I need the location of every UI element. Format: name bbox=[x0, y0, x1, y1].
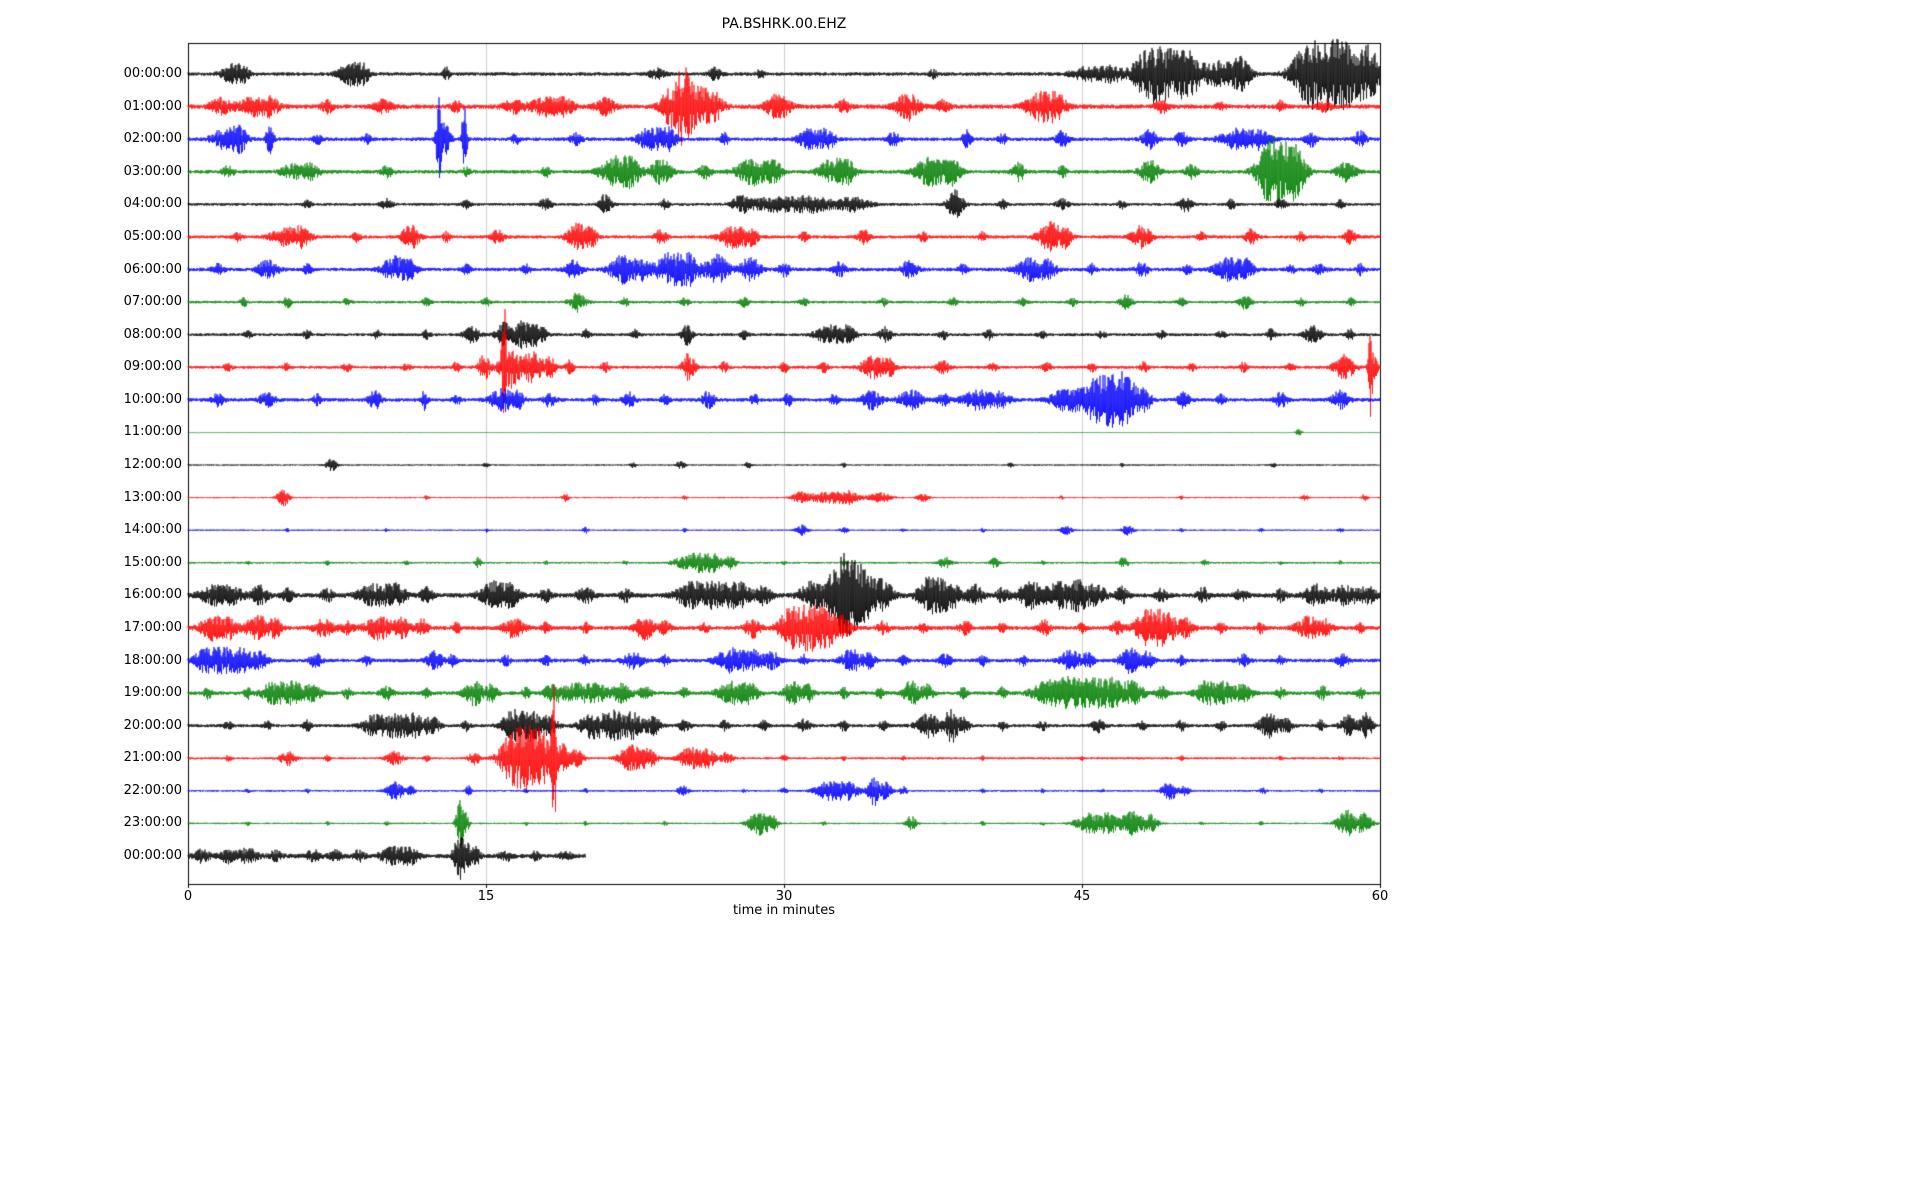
row-label: 18:00:00 bbox=[123, 652, 182, 668]
row-label: 17:00:00 bbox=[123, 619, 182, 635]
row-label: 12:00:00 bbox=[123, 457, 182, 472]
row-label: 22:00:00 bbox=[123, 782, 182, 798]
x-tick-label: 30 bbox=[775, 889, 793, 904]
row-label: 04:00:00 bbox=[123, 196, 182, 212]
row-label: 21:00:00 bbox=[123, 750, 182, 766]
x-tick-label: 15 bbox=[477, 889, 495, 904]
row-label: 20:00:00 bbox=[123, 717, 182, 733]
row-label: 02:00:00 bbox=[123, 131, 182, 147]
row-label: 11:00:00 bbox=[123, 424, 182, 440]
x-tick-label: 0 bbox=[183, 889, 193, 904]
row-label: 00:00:00 bbox=[123, 66, 182, 81]
x-tick-label: 45 bbox=[1073, 889, 1091, 904]
row-label: 15:00:00 bbox=[123, 554, 182, 570]
row-label: 05:00:00 bbox=[123, 228, 182, 244]
x-tick-label: 60 bbox=[1371, 889, 1389, 904]
row-label: 23:00:00 bbox=[123, 815, 182, 831]
row-label: 19:00:00 bbox=[123, 685, 182, 701]
row-label: 03:00:00 bbox=[123, 163, 182, 179]
row-label: 09:00:00 bbox=[123, 359, 182, 375]
row-label: 08:00:00 bbox=[123, 326, 182, 342]
x-axis-label: time in minutes bbox=[732, 903, 836, 918]
row-label: 00:00:00 bbox=[123, 848, 182, 863]
row-label: 10:00:00 bbox=[123, 391, 182, 407]
row-label: 16:00:00 bbox=[123, 587, 182, 603]
row-label: 06:00:00 bbox=[123, 261, 182, 277]
row-label: 01:00:00 bbox=[123, 98, 182, 114]
row-label: 13:00:00 bbox=[123, 489, 182, 505]
row-label: 07:00:00 bbox=[123, 294, 182, 310]
row-label: 14:00:00 bbox=[123, 522, 182, 538]
